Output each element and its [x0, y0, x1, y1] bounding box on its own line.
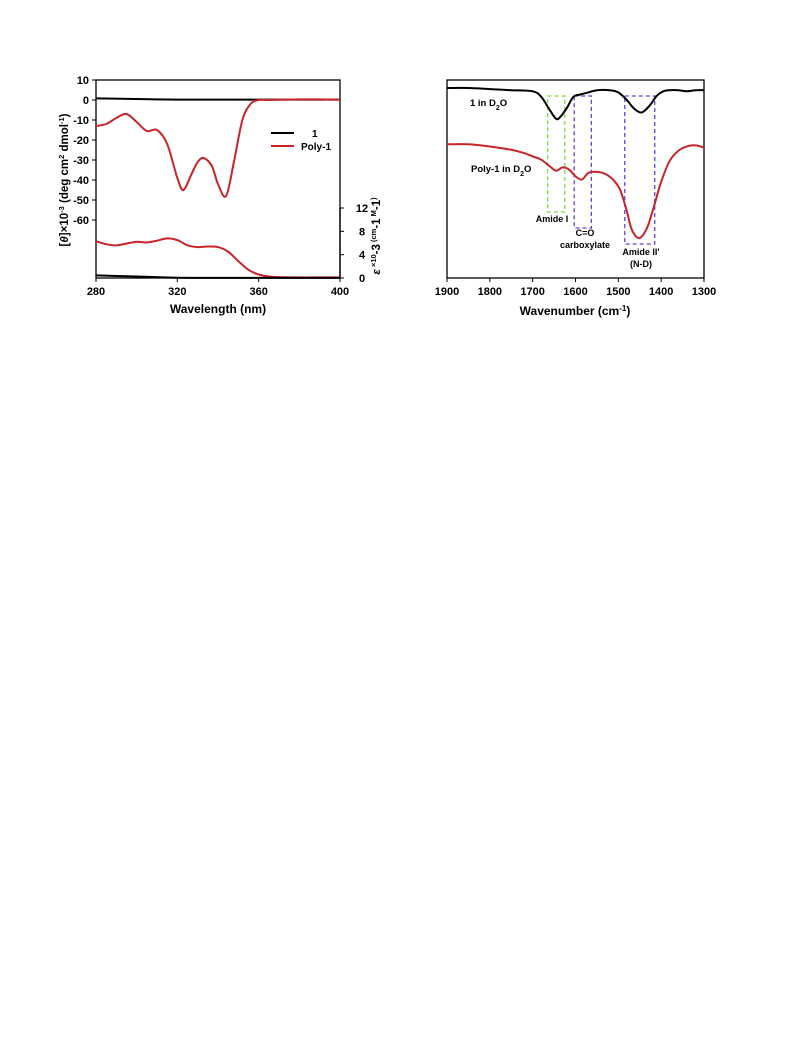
ir-x-tick-label: 1700: [520, 286, 544, 298]
left-y-tick-label: -40: [73, 175, 89, 187]
left-y-tick-label: -20: [73, 135, 89, 147]
series-label-poly-1-in-d2o: Poly-1 in D2O: [471, 164, 531, 178]
left-x-ticks: 280 320 360 400: [87, 278, 349, 298]
ir-x-tick-label: 1500: [606, 286, 630, 298]
annotation-box-c-o: [573, 95, 592, 229]
series-poly-1-uv: [95, 237, 340, 279]
left-x-tick-label: 320: [168, 286, 186, 298]
annotation-amide-i: Amide I: [536, 214, 569, 224]
right-y-ticks: 0 4 8 12: [339, 203, 368, 285]
series-1-uv: [95, 274, 340, 279]
left-y-tick-label: -60: [73, 215, 89, 227]
annotation-box-amide-i: [547, 95, 566, 213]
annotation-co-line2: carboxylate: [560, 240, 610, 250]
ir-x-ticks: 1900 1800 1700 1600 1500 1400 1300: [435, 278, 716, 298]
ir-x-axis-label: Wavenumber (cm-1): [520, 304, 631, 319]
left-y-ticks: 10 0 -10 -20 -30 -40 -50 -60: [73, 75, 96, 227]
ir-annotation-boxes: [547, 95, 656, 245]
left-y-axis-label: [θ]×10-3 (deg cm2 dmol-1): [57, 113, 72, 246]
ir-x-tick-label: 1800: [478, 286, 502, 298]
ir-series-1-in-d2o: [446, 86, 705, 121]
left-y-tick-label: 0: [83, 95, 89, 107]
annotation-amide-ii-line1: Amide II': [622, 247, 659, 257]
right-y-tick-label: 12: [356, 203, 368, 215]
left-x-axis-label: Wavelength (nm): [170, 302, 266, 316]
left-y-tick-label: -10: [73, 115, 89, 127]
left-series-layer: [95, 97, 341, 279]
cd-uv-chart: 10 0 -10 -20 -30 -40 -50 -60 0 4 8 12 280 320 360 400…: [57, 75, 384, 316]
ir-x-tick-label: 1900: [435, 286, 459, 298]
ir-x-tick-label: 1400: [649, 286, 673, 298]
series-poly-1-cd: [95, 98, 341, 198]
legend-label-poly-1: Poly-1: [301, 142, 331, 153]
left-y-tick-label: -30: [73, 155, 89, 167]
right-y-tick-label: 0: [359, 273, 365, 285]
ir-series-poly-1-in-d2o: [446, 143, 705, 240]
ir-spectrum-chart: 1900 1800 1700 1600 1500 1400 1300 Wavenumber …: [435, 79, 716, 319]
legend: 1 Poly-1: [271, 129, 331, 153]
right-y-tick-label: 4: [359, 250, 366, 262]
annotation-co-line1: C=O: [576, 228, 595, 238]
left-x-tick-label: 400: [331, 286, 349, 298]
legend-label-1: 1: [312, 129, 318, 140]
ir-x-tick-label: 1600: [563, 286, 587, 298]
left-x-tick-label: 280: [87, 286, 105, 298]
right-y-axis-label: ε ×10-3 (cm-1 M-1): [369, 197, 384, 275]
annotation-amide-ii-line2: (N-D): [630, 259, 652, 269]
series-label-1-in-d2o: 1 in D2O: [470, 98, 507, 112]
left-y-tick-label: -50: [73, 195, 89, 207]
right-y-tick-label: 8: [359, 226, 365, 238]
ir-x-tick-label: 1300: [692, 286, 716, 298]
ir-series-layer: [446, 86, 705, 240]
left-x-tick-label: 360: [249, 286, 267, 298]
annotation-box-amide-ii: [624, 95, 656, 245]
left-plot-frame: [95, 79, 341, 279]
left-y-tick-label: 10: [77, 75, 89, 87]
